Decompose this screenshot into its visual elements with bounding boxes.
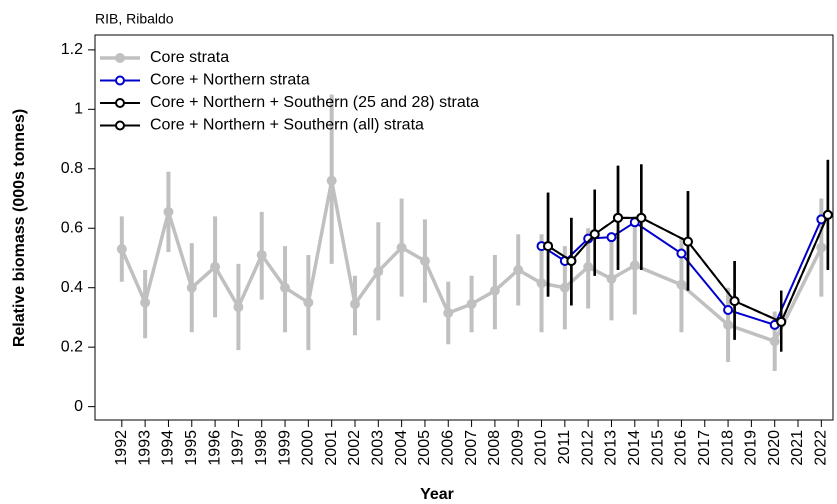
x-tick-label: 1998 xyxy=(253,430,270,466)
point xyxy=(676,279,687,290)
legend-label: Core + Northern strata xyxy=(150,72,310,89)
x-tick-label: 2006 xyxy=(439,430,456,466)
point xyxy=(729,296,740,307)
point xyxy=(489,285,500,296)
x-tick-label: 1992 xyxy=(113,430,130,466)
x-tick-label: 1994 xyxy=(160,430,177,466)
x-tick-label: 2016 xyxy=(673,430,690,466)
y-axis-title: Relative biomass (000s tonnes) xyxy=(11,109,28,347)
point xyxy=(583,261,594,272)
x-tick-label: 2021 xyxy=(789,430,806,466)
y-tick-label: 0.2 xyxy=(61,338,83,355)
plot-frame xyxy=(94,34,834,421)
point xyxy=(566,255,577,266)
legend-marker xyxy=(115,98,125,108)
point xyxy=(116,244,127,255)
point xyxy=(682,236,693,247)
x-tick-label: 2001 xyxy=(323,430,340,466)
x-tick-label: 2019 xyxy=(743,430,760,466)
legend-label: Core + Northern + Southern (all) strata xyxy=(150,117,424,134)
point xyxy=(816,242,827,253)
x-tick-label: 2004 xyxy=(393,430,410,466)
point xyxy=(186,282,197,293)
point xyxy=(466,299,477,310)
x-tick-label: 1996 xyxy=(206,430,223,466)
point xyxy=(606,273,617,284)
x-tick-label: 1993 xyxy=(136,430,153,466)
x-tick-label: 1997 xyxy=(230,430,247,466)
y-tick-label: 1.2 xyxy=(61,41,83,58)
point xyxy=(822,209,833,220)
point xyxy=(723,305,734,315)
point xyxy=(776,316,787,327)
y-tick-label: 0 xyxy=(74,398,83,415)
x-tick-label: 2022 xyxy=(813,430,830,466)
x-tick-label: 2018 xyxy=(719,430,736,466)
point xyxy=(163,206,174,217)
y-tick-label: 1 xyxy=(74,101,83,118)
x-tick-label: 2010 xyxy=(533,430,550,466)
point xyxy=(396,242,407,253)
point xyxy=(419,255,430,266)
x-tick-label: 2003 xyxy=(370,430,387,466)
point xyxy=(769,336,780,347)
x-tick-label: 2017 xyxy=(696,430,713,466)
point xyxy=(613,212,624,223)
chart-title: RIB, Ribaldo xyxy=(95,11,174,27)
point xyxy=(589,229,600,240)
point xyxy=(723,319,734,330)
x-tick-label: 2020 xyxy=(766,430,783,466)
legend-marker xyxy=(115,75,125,86)
point xyxy=(349,299,360,310)
point xyxy=(373,266,384,277)
point xyxy=(676,248,687,259)
legend-marker xyxy=(115,53,125,63)
x-tick-label: 2013 xyxy=(603,430,620,466)
point xyxy=(559,282,570,293)
point xyxy=(256,250,267,260)
point xyxy=(280,282,291,293)
x-tick-label: 2007 xyxy=(463,430,480,466)
point xyxy=(543,241,554,252)
point xyxy=(606,232,617,243)
legend-marker xyxy=(115,120,125,131)
point xyxy=(326,175,337,186)
y-tick-label: 0.6 xyxy=(61,219,83,236)
point xyxy=(513,264,524,275)
x-tick-label: 2015 xyxy=(649,430,666,466)
x-tick-label: 2009 xyxy=(509,430,526,466)
x-axis-title: Year xyxy=(420,486,454,503)
x-tick-label: 1995 xyxy=(183,430,200,466)
x-tick-label: 2000 xyxy=(300,430,317,466)
legend-label: Core strata xyxy=(150,49,229,66)
y-tick-label: 0.4 xyxy=(61,279,83,296)
point xyxy=(629,260,640,271)
point xyxy=(303,297,314,308)
x-tick-label: 2005 xyxy=(416,430,433,466)
y-tick-label: 0.8 xyxy=(61,160,83,177)
x-tick-label: 2014 xyxy=(626,430,643,466)
x-tick-label: 2011 xyxy=(556,430,573,465)
legend-label: Core + Northern + Southern (25 and 28) s… xyxy=(150,94,479,111)
x-tick-label: 2012 xyxy=(579,430,596,466)
point xyxy=(210,261,221,272)
x-tick-label: 2002 xyxy=(346,430,363,466)
point xyxy=(233,302,244,313)
x-tick-label: 2008 xyxy=(486,430,503,466)
point xyxy=(140,297,151,308)
x-tick-label: 1999 xyxy=(276,430,293,466)
point xyxy=(636,212,647,223)
point xyxy=(536,278,547,289)
point xyxy=(443,307,454,318)
